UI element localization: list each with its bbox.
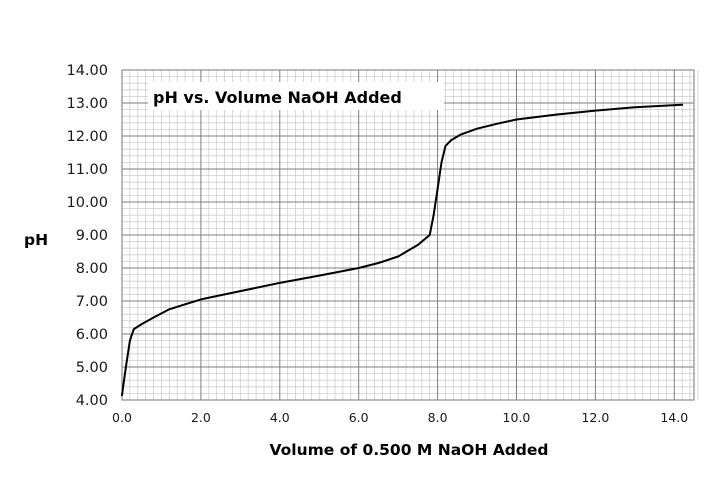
- y-tick-label: 14.00: [66, 63, 108, 79]
- series-layer: [121, 103, 684, 397]
- x-tick-label: 4.0: [270, 410, 290, 425]
- x-axis-title: Volume of 0.500 M NaOH Added: [269, 441, 548, 459]
- y-tick-label: 12.00: [66, 129, 108, 145]
- y-tick-label: 6.00: [76, 327, 108, 343]
- x-tick-label: 8.0: [428, 410, 448, 425]
- x-tick-label: 10.0: [503, 410, 531, 425]
- titration-curve-line: [121, 103, 684, 397]
- plot-frame: [121, 69, 695, 401]
- x-tick-label: 2.0: [191, 410, 211, 425]
- y-tick-label: 9.00: [76, 228, 108, 244]
- y-tick-label: 10.00: [66, 195, 108, 211]
- x-tick-label: 14.0: [660, 410, 688, 425]
- y-tick-label: 4.00: [76, 393, 108, 409]
- y-tick-label: 11.00: [66, 162, 108, 178]
- title-background: [148, 82, 444, 110]
- y-tick-label: 8.00: [76, 261, 108, 277]
- y-tick-label: 5.00: [76, 360, 108, 376]
- x-tick-label: 12.0: [581, 410, 609, 425]
- y-tick-label: 13.00: [66, 96, 108, 112]
- y-axis-title: pH: [24, 231, 48, 249]
- chart-title: pH vs. Volume NaOH Added: [153, 88, 402, 107]
- x-tick-label: 6.0: [349, 410, 369, 425]
- y-tick-label: 7.00: [76, 294, 108, 310]
- x-tick-label: 0.0: [112, 410, 132, 425]
- y-tick-labels: 4.00 5.00 6.00 7.00 8.00 9.00 10.00 11.00 12.00 1…: [66, 63, 108, 409]
- major-gridlines: [121, 69, 694, 401]
- x-tick-labels: 0.0 2.0 4.0 6.0 8.0 10.0 12.0 14.0: [112, 410, 688, 425]
